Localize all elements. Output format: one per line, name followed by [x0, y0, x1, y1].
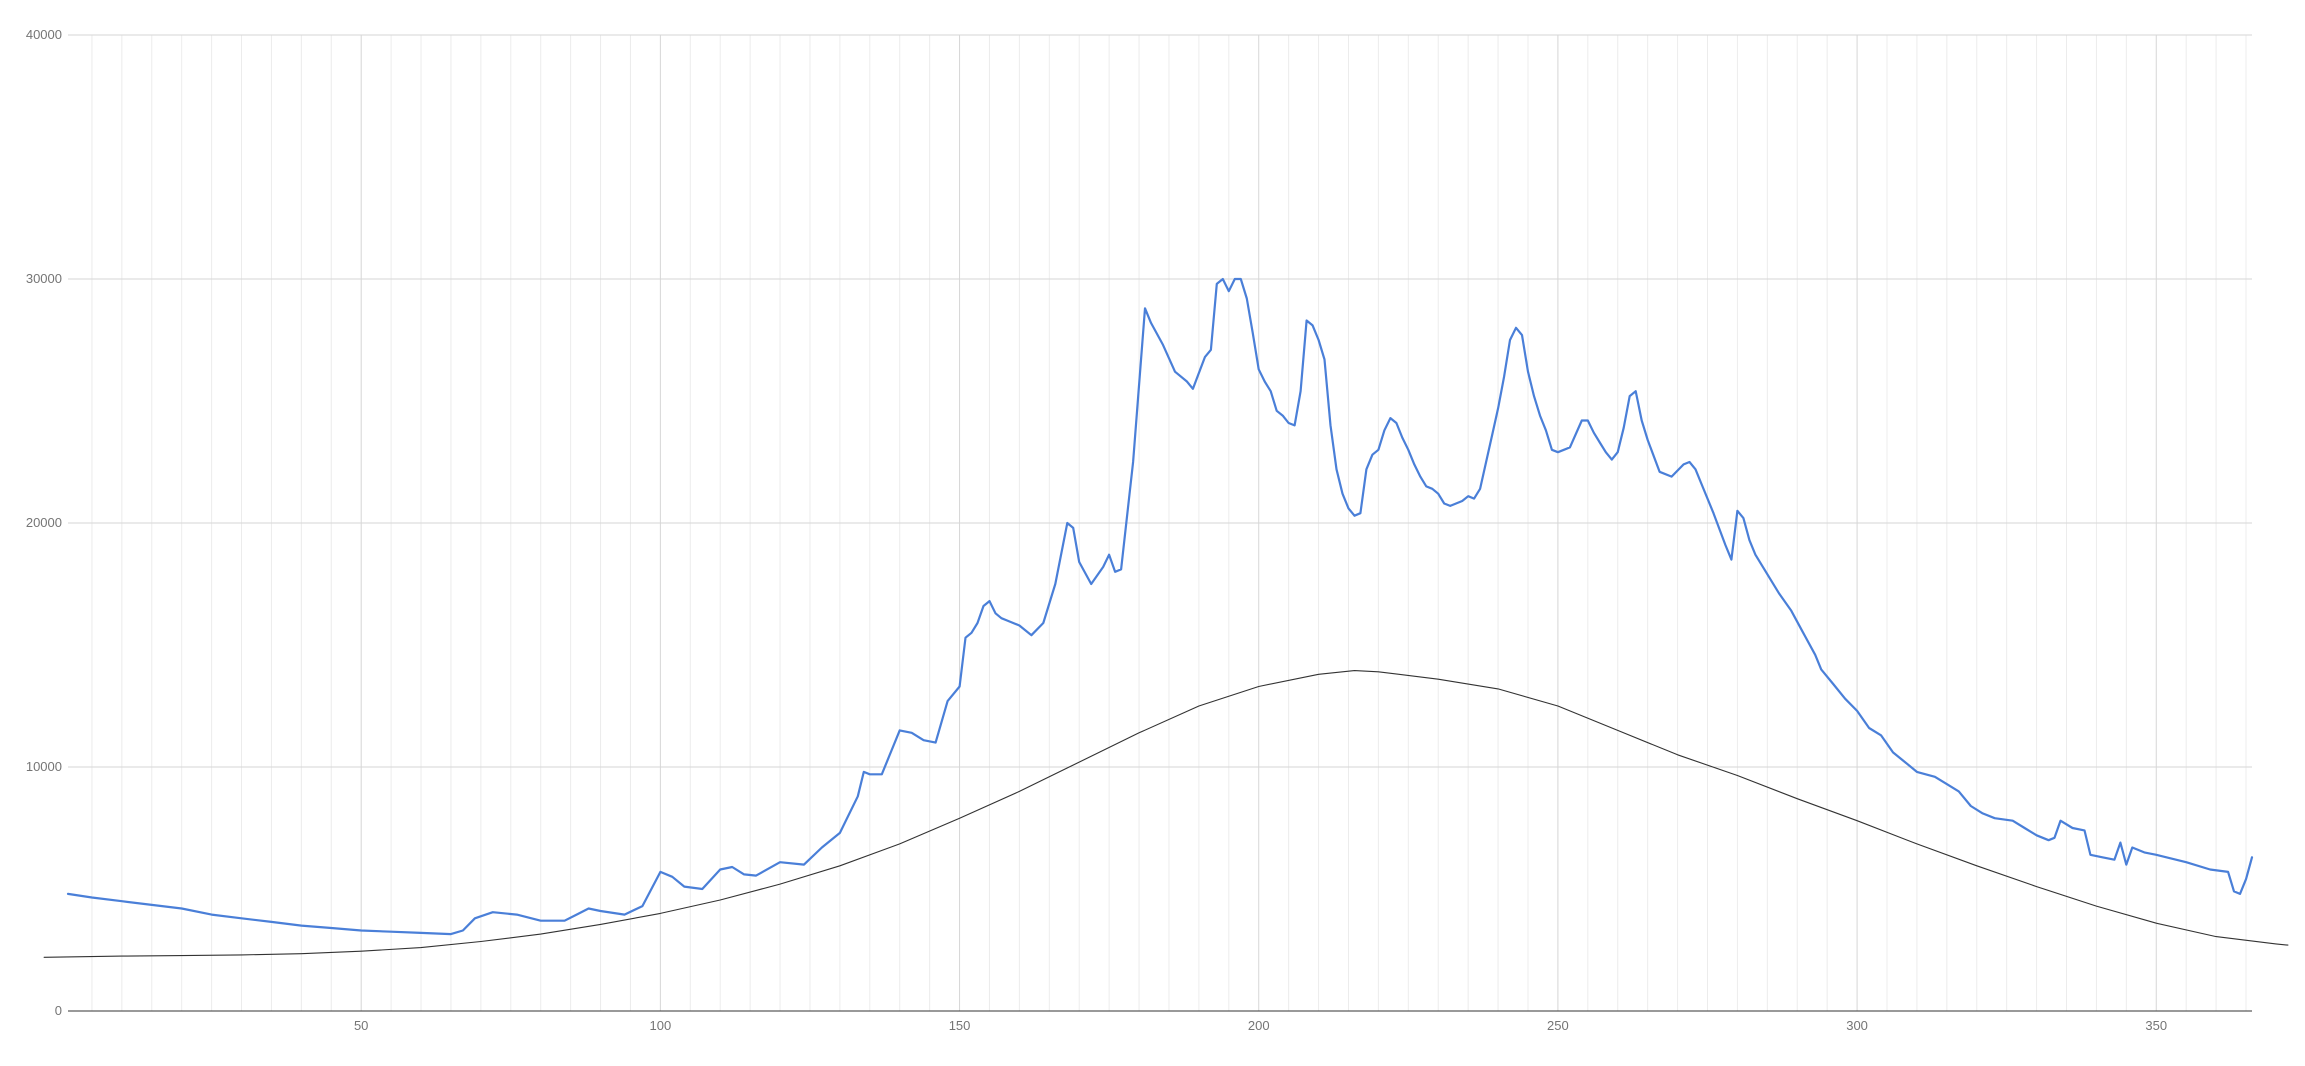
y-tick-label: 40000: [26, 27, 62, 42]
x-tick-label: 150: [949, 1018, 971, 1033]
x-tick-label: 200: [1248, 1018, 1270, 1033]
x-tick-label: 100: [650, 1018, 672, 1033]
series-line-2: [43, 670, 2289, 958]
y-tick-label: 20000: [26, 515, 62, 530]
x-tick-label: 300: [1846, 1018, 1868, 1033]
x-tick-label: 250: [1547, 1018, 1569, 1033]
series-line-1: [66, 277, 2254, 936]
y-tick-label: 0: [55, 1003, 62, 1018]
x-tick-label: 50: [354, 1018, 368, 1033]
y-tick-label: 10000: [26, 759, 62, 774]
x-tick-label: 350: [2145, 1018, 2167, 1033]
y-tick-label: 30000: [26, 271, 62, 286]
